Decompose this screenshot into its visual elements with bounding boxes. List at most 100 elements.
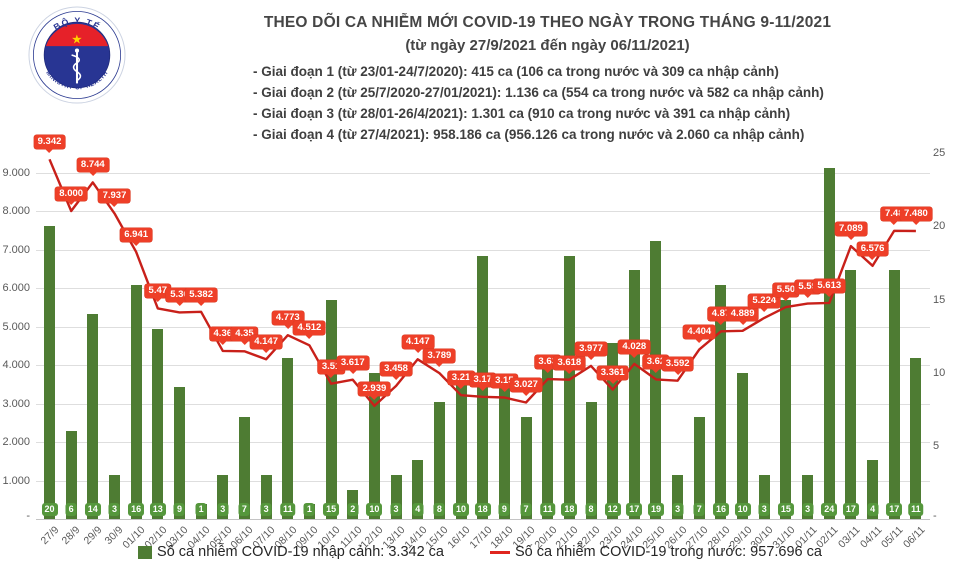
legend-item-domestic: Số ca nhiễm COVID-19 trong nước: 957.696… <box>489 544 822 560</box>
bar-imported-cases <box>867 460 879 519</box>
bar-value-tag: 4 <box>867 503 879 516</box>
bar-value-tag: 17 <box>886 503 903 516</box>
y-axis-tick-left: 9.000 <box>2 166 30 179</box>
bar-imported-cases <box>672 475 684 519</box>
line-data-label: 3.361 <box>596 365 629 384</box>
gridline <box>36 211 930 212</box>
bar-value-tag: 20 <box>41 503 58 516</box>
bar-imported-cases <box>585 401 597 519</box>
line-data-label: 4.36 <box>209 326 237 345</box>
bar-imported-cases <box>823 167 835 519</box>
y-axis-tick-right: 15 <box>933 293 946 306</box>
bar-value-tag: 19 <box>647 503 664 516</box>
y-axis-zero-right: - <box>933 510 937 522</box>
bar-imported-cases <box>238 416 250 519</box>
bar-imported-cases <box>715 284 727 519</box>
bar-imported-cases <box>173 387 185 519</box>
bar-imported-cases <box>325 299 337 519</box>
line-data-label: 4.404 <box>683 325 716 344</box>
bar-value-tag: 7 <box>693 503 705 516</box>
bar-value-tag: 7 <box>520 503 532 516</box>
bar-value-tag: 11 <box>279 503 296 516</box>
y-axis-tick-left: 1.000 <box>2 474 30 487</box>
bar-value-tag: 16 <box>128 503 145 516</box>
bar-imported-cases <box>737 372 749 519</box>
bar-imported-cases <box>87 314 99 519</box>
bar-value-tag: 11 <box>539 503 556 516</box>
bar-imported-cases <box>888 270 900 519</box>
line-data-label: 9.342 <box>33 135 66 154</box>
bar-value-tag: 18 <box>561 503 578 516</box>
y-axis-tick-left: 7.000 <box>2 243 30 256</box>
line-data-label: 3.977 <box>575 341 607 360</box>
domestic-cases-polyline <box>48 158 916 407</box>
bar-value-tag: 9 <box>498 503 510 516</box>
y-axis-tick-right: 20 <box>933 220 946 233</box>
y-axis-zero-left: - <box>26 510 30 522</box>
line-data-label: 4.147 <box>401 335 434 354</box>
chart-subtitle: (từ ngày 27/9/2021 đến ngày 06/11/2021) <box>405 37 690 54</box>
legend-label-imported: Số ca nhiễm COVID-19 nhập cảnh: 3.342 ca <box>157 544 444 560</box>
y-axis-tick-left: 5.000 <box>2 320 30 333</box>
star-icon: ★ <box>71 32 82 47</box>
line-data-label: 3.789 <box>423 349 456 368</box>
gridline <box>36 172 930 174</box>
line-data-label: 3.592 <box>661 356 694 375</box>
bar-value-tag: 15 <box>323 503 340 516</box>
line-data-label: 4.889 <box>726 306 759 325</box>
line-data-label: 3.618 <box>553 355 586 374</box>
bar-value-tag: 4 <box>412 503 424 516</box>
bar-imported-cases <box>563 255 575 519</box>
bar-value-tag: 11 <box>908 503 924 516</box>
line-data-label: 4.512 <box>293 321 326 340</box>
ministry-of-health-logo: ★ BỘ Y TẾ MINISTRY OF HEALTH <box>28 6 126 104</box>
bar-value-tag: 14 <box>84 503 101 516</box>
bar-value-tag: 3 <box>108 503 120 516</box>
line-data-label: 3.17 <box>469 372 496 391</box>
bar-value-tag: 13 <box>149 503 166 516</box>
x-axis-line <box>36 519 930 520</box>
line-data-label: 5.50 <box>772 283 800 302</box>
bar-imported-cases <box>44 226 55 519</box>
y-axis-tick-left: 8.000 <box>2 205 30 217</box>
line-data-label: 8.744 <box>76 158 109 177</box>
bar-value-tag: 10 <box>453 503 470 516</box>
y-axis-tick-right: 10 <box>933 366 946 379</box>
line-data-label: 8.000 <box>55 187 88 205</box>
line-data-label: 6.576 <box>856 241 889 260</box>
bar-imported-cases <box>217 475 229 519</box>
line-data-label: 3.458 <box>380 361 412 380</box>
gridline <box>36 249 930 251</box>
legend: Số ca nhiễm COVID-19 nhập cảnh: 3.342 ca… <box>0 544 960 560</box>
bar-value-tag: 3 <box>390 503 402 516</box>
bar-value-tag: 9 <box>173 503 185 516</box>
phase-annotation-3: - Giai đoạn 3 (từ 28/01-26/4/2021): 1.30… <box>253 106 791 121</box>
bar-value-tag: 12 <box>604 503 621 516</box>
legend-label-domestic: Số ca nhiễm COVID-19 trong nước: 957.696… <box>514 544 822 560</box>
bar-imported-cases <box>693 416 705 519</box>
phase-annotation-1: - Giai đoạn 1 (từ 23/01-24/7/2020): 415 … <box>253 64 779 79</box>
bar-value-tag: 16 <box>712 503 729 516</box>
bar-imported-cases <box>282 358 294 519</box>
bar-imported-cases <box>520 416 532 519</box>
bar-imported-cases <box>130 284 142 519</box>
bar-value-tag: 17 <box>842 503 859 516</box>
y-axis-tick-left: 2.000 <box>2 436 30 448</box>
bar-value-tag: 18 <box>474 503 491 516</box>
bar-imported-cases <box>412 460 424 519</box>
line-data-label: 4.028 <box>618 339 651 358</box>
bar-imported-cases <box>455 372 467 519</box>
line-data-label: 5.224 <box>748 293 781 312</box>
bar-value-tag: 8 <box>585 503 597 516</box>
bar-value-tag: 17 <box>626 503 643 516</box>
bar-value-tag: 8 <box>433 503 445 516</box>
logo-red-band <box>45 23 109 47</box>
bar-value-tag: 10 <box>366 503 383 516</box>
line-data-label: 6.941 <box>120 227 153 246</box>
bar-value-tag: 1 <box>303 503 315 516</box>
legend-item-imported: Số ca nhiễm COVID-19 nhập cảnh: 3.342 ca <box>138 544 444 560</box>
y-axis-tick-right: 25 <box>933 147 946 160</box>
line-data-label: 7.480 <box>900 207 932 226</box>
